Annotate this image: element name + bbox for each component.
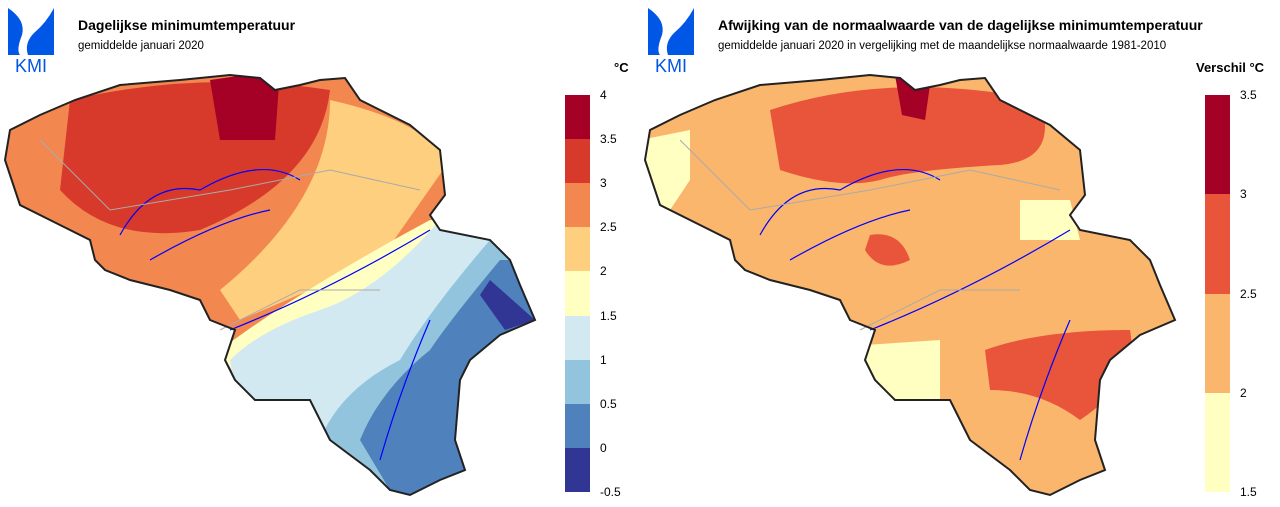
legend-bin xyxy=(565,139,590,184)
legend-tick-label: -0.5 xyxy=(600,485,621,499)
map-subtitle: gemiddelde januari 2020 in vergelijking … xyxy=(718,40,1167,52)
svg-text:KMI: KMI xyxy=(15,56,47,73)
legend-tick-label: 1.5 xyxy=(600,308,617,323)
legend-bin xyxy=(565,359,590,404)
svg-text:KMI: KMI xyxy=(655,56,687,73)
legend-tick-label: 1 xyxy=(600,352,607,367)
kmi-logo: KMI xyxy=(648,8,694,73)
legend-tick-label: 3.5 xyxy=(600,132,617,147)
legend-tick-label: 2.5 xyxy=(600,220,617,235)
left-map-panel: KMI Dagelijkse minimumtemperatuur gemidd… xyxy=(3,8,629,499)
legend-tick-label: 2.5 xyxy=(1240,286,1257,301)
legend-bin xyxy=(565,183,590,228)
color-legend xyxy=(565,95,590,492)
legend-bin xyxy=(1205,95,1230,195)
legend-bin xyxy=(1205,194,1230,294)
legend-tick-label: 2 xyxy=(1240,385,1247,400)
legend-bin xyxy=(565,403,590,448)
legend-unit: °C xyxy=(614,60,629,75)
legend-tick-label: 0 xyxy=(600,440,607,455)
map-subtitle: gemiddelde januari 2020 xyxy=(78,40,204,52)
legend-tick-label: 3 xyxy=(1240,187,1247,202)
legend-unit: Verschil °C xyxy=(1196,60,1265,75)
legend-bin xyxy=(565,315,590,360)
legend-tick-label: 0.5 xyxy=(600,396,617,411)
legend-bin xyxy=(565,95,590,140)
legend-tick-label: 3 xyxy=(600,176,607,191)
anomaly-map xyxy=(643,73,1177,497)
map-title: Afwijking van de normaalwaarde van de da… xyxy=(718,17,1203,33)
temperature-map xyxy=(3,73,537,497)
legend-bin xyxy=(1205,392,1230,492)
legend-bin xyxy=(1205,293,1230,393)
legend-tick-label: 4 xyxy=(600,88,607,102)
legend-tick-label: 1.5 xyxy=(1240,485,1257,499)
legend-tick-label: 2 xyxy=(600,264,607,279)
color-legend xyxy=(1205,95,1230,492)
legend-bin xyxy=(565,227,590,272)
right-map-panel: KMI Afwijking van de normaalwaarde van d… xyxy=(640,0,1280,507)
kmi-logo: KMI xyxy=(8,8,54,73)
map-title: Dagelijkse minimumtemperatuur xyxy=(78,17,296,33)
legend-bin xyxy=(565,271,590,316)
legend-bin xyxy=(565,447,590,492)
legend-tick-label: 3.5 xyxy=(1240,88,1257,102)
